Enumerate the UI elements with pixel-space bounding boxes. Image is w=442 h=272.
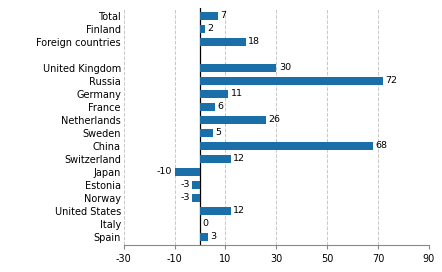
- Text: -10: -10: [156, 168, 172, 177]
- Text: 2: 2: [208, 24, 213, 33]
- Bar: [200, 64, 276, 72]
- Text: 6: 6: [218, 103, 224, 112]
- Bar: [200, 12, 218, 20]
- Text: 68: 68: [375, 141, 387, 150]
- Text: 3: 3: [210, 233, 216, 242]
- Text: 30: 30: [279, 63, 291, 72]
- Bar: [200, 142, 373, 150]
- Bar: [200, 207, 231, 215]
- Bar: [200, 25, 205, 33]
- Bar: [200, 38, 246, 46]
- Bar: [192, 181, 200, 189]
- Bar: [200, 77, 383, 85]
- Bar: [200, 155, 231, 163]
- Bar: [200, 129, 213, 137]
- Bar: [200, 90, 228, 98]
- Text: -3: -3: [180, 181, 190, 190]
- Bar: [175, 168, 200, 176]
- Bar: [200, 116, 266, 124]
- Bar: [192, 194, 200, 202]
- Text: 18: 18: [248, 38, 260, 47]
- Text: 26: 26: [269, 116, 281, 125]
- Text: 12: 12: [233, 154, 245, 163]
- Text: 12: 12: [233, 206, 245, 215]
- Text: -3: -3: [180, 193, 190, 202]
- Text: 5: 5: [215, 128, 221, 137]
- Bar: [200, 233, 208, 241]
- Text: 72: 72: [385, 76, 397, 85]
- Text: 11: 11: [231, 89, 243, 98]
- Text: 7: 7: [220, 11, 226, 20]
- Text: 0: 0: [202, 220, 209, 228]
- Bar: [200, 103, 215, 111]
